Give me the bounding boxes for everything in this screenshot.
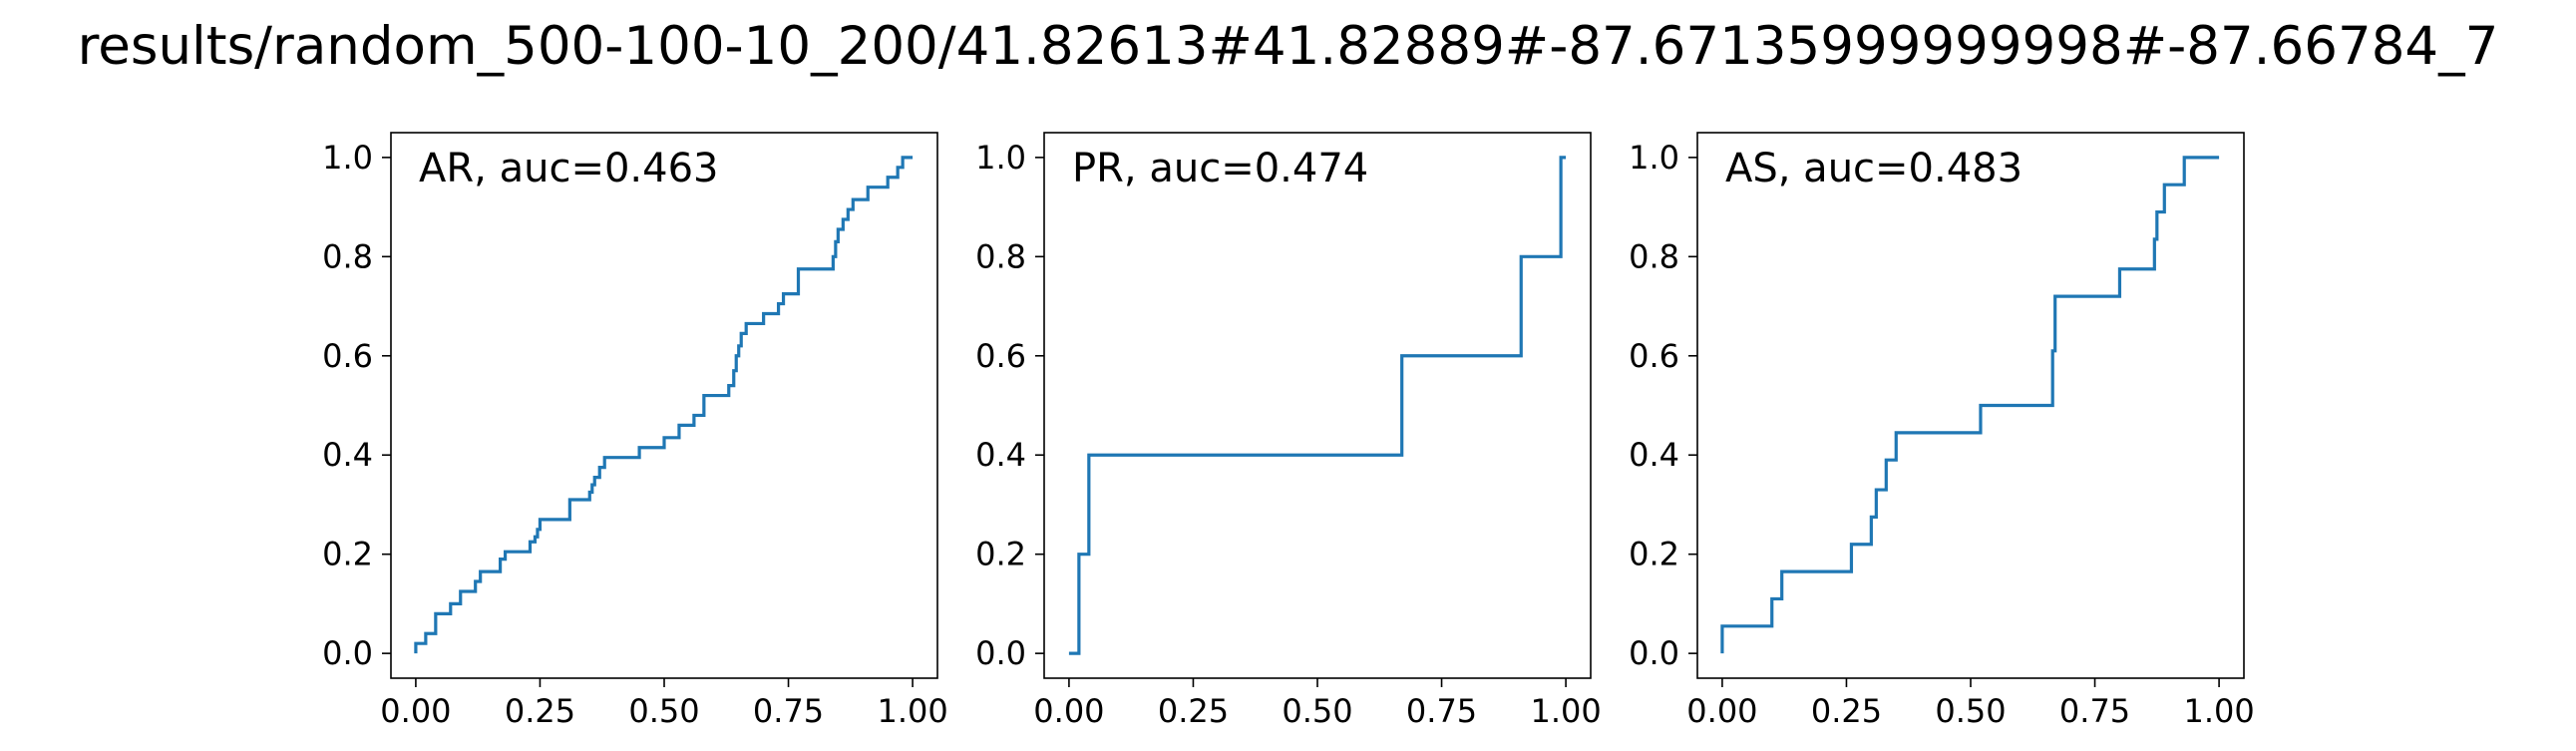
y-tick-label-2-0: 0.0 xyxy=(1629,634,1679,672)
x-tick-label-1-1: 0.25 xyxy=(1158,692,1229,730)
chart-panel-0: 0.00 0.25 0.50 0.75 1.00 0.0 0.2 0.4 0.6 0.8 1.0 AR… xyxy=(322,132,948,730)
y-tick-label-0-0: 0.0 xyxy=(322,634,373,672)
x-tick-label-2-4: 1.00 xyxy=(2183,692,2254,730)
x-tick-label-0-3: 0.75 xyxy=(753,692,824,730)
chart-panel-2: 0.00 0.25 0.50 0.75 1.00 0.0 0.2 0.4 0.6 0.8 1.0 AS… xyxy=(1629,132,2255,730)
y-tick-label-0-4: 0.8 xyxy=(322,237,373,275)
y-tick-label-0-3: 0.6 xyxy=(322,337,373,375)
series-line-1-0 xyxy=(1068,156,1567,655)
panel-title-0: AR, auc=0.463 xyxy=(419,146,718,191)
series-line-2-0 xyxy=(1720,156,2220,654)
x-tick-label-1-4: 1.00 xyxy=(1530,692,1601,730)
x-tick-label-0-2: 0.50 xyxy=(628,692,699,730)
y-tick-label-1-1: 0.2 xyxy=(975,536,1026,573)
x-tick-label-1-2: 0.50 xyxy=(1282,692,1352,730)
y-tick-label-1-3: 0.6 xyxy=(975,337,1026,375)
y-tick-label-1-4: 0.8 xyxy=(975,237,1026,275)
y-tick-label-0-1: 0.2 xyxy=(322,536,373,573)
x-tick-label-0-4: 1.00 xyxy=(877,692,947,730)
y-tick-label-2-1: 0.2 xyxy=(1629,536,1679,573)
x-tick-label-0-1: 0.25 xyxy=(505,692,575,730)
y-tick-label-2-5: 1.0 xyxy=(1629,139,1679,177)
x-tick-label-0-0: 0.00 xyxy=(380,692,451,730)
x-tick-label-1-0: 0.00 xyxy=(1033,692,1104,730)
y-tick-label-2-2: 0.4 xyxy=(1629,436,1679,474)
panel-title-2: AS, auc=0.483 xyxy=(1725,146,2023,191)
x-tick-label-2-3: 0.75 xyxy=(2059,692,2130,730)
panel-title-1: PR, auc=0.474 xyxy=(1072,146,1368,191)
series-line-0-0 xyxy=(414,156,914,654)
x-tick-label-2-1: 0.25 xyxy=(1811,692,1882,730)
x-tick-label-2-0: 0.00 xyxy=(1686,692,1757,730)
figure-title: results/random_500-100-10_200/41.82613#4… xyxy=(77,16,2499,77)
x-tick-label-2-2: 0.50 xyxy=(1935,692,2006,730)
y-tick-label-2-3: 0.6 xyxy=(1629,337,1679,375)
y-tick-label-0-5: 1.0 xyxy=(322,139,373,177)
y-tick-label-0-2: 0.4 xyxy=(322,436,373,474)
chart-panel-1: 0.00 0.25 0.50 0.75 1.00 0.0 0.2 0.4 0.6 0.8 1.0 PR… xyxy=(975,132,1602,730)
x-tick-label-1-3: 0.75 xyxy=(1406,692,1477,730)
axes-frame-2 xyxy=(1696,132,2245,679)
y-tick-label-1-0: 0.0 xyxy=(975,634,1026,672)
y-tick-label-2-4: 0.8 xyxy=(1629,237,1679,275)
y-tick-label-1-5: 1.0 xyxy=(975,139,1026,177)
y-tick-label-1-2: 0.4 xyxy=(975,436,1026,474)
axes-frame-1 xyxy=(1043,132,1592,679)
axes-frame-0 xyxy=(390,132,938,679)
